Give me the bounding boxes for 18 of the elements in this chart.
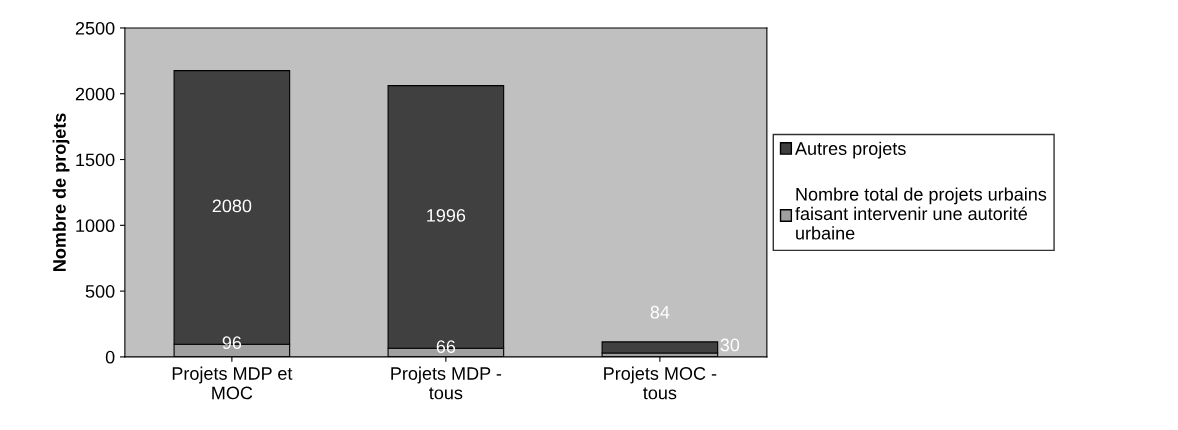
y-tick-label: 2000	[75, 87, 115, 101]
data-label: 84	[650, 305, 670, 319]
data-label: 2080	[212, 199, 252, 213]
y-tick-label: 2500	[75, 21, 115, 35]
y-tick-label: 500	[85, 285, 115, 298]
x-tick-label: Projets MDP et MOC	[172, 366, 293, 400]
data-label: 66	[436, 340, 456, 354]
x-tick-label: Projets MDP - tous	[391, 366, 502, 400]
data-label: 96	[222, 336, 242, 350]
data-label: 30	[720, 338, 740, 352]
y-tick-label: 1500	[76, 153, 115, 167]
legend-label: Autres projets	[795, 141, 906, 159]
y-axis-title: Nombre de projets	[52, 113, 70, 271]
data-label: 1996	[427, 208, 466, 222]
x-tick-label: Projets MOC - tous	[604, 366, 717, 400]
y-tick-label: 1000	[76, 219, 115, 233]
y-tick-label: 0	[105, 350, 115, 364]
legend-label: Nombre total de projets urbains faisant intervenir une autorité urbaine	[795, 187, 1047, 240]
